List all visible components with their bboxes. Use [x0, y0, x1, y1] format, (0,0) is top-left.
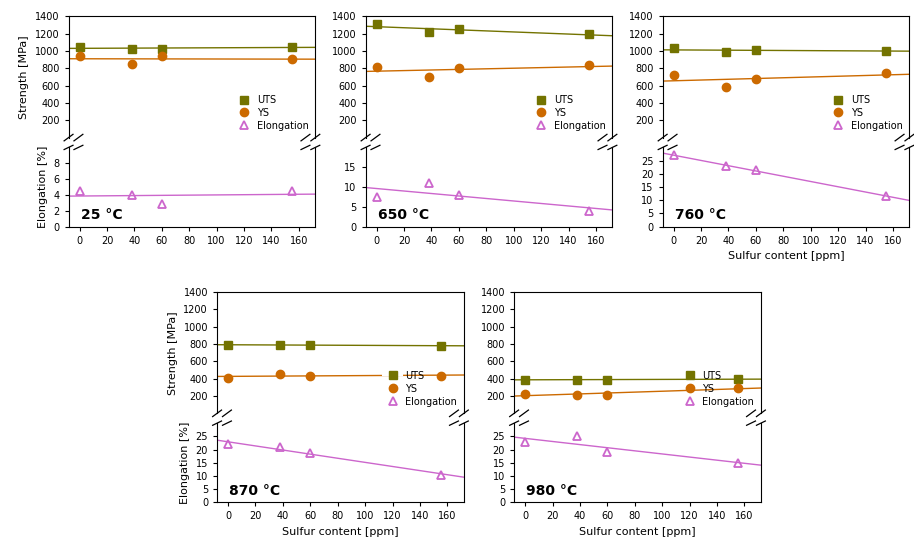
- Y-axis label: Elongation [%]: Elongation [%]: [37, 146, 48, 228]
- X-axis label: Sulfur content [ppm]: Sulfur content [ppm]: [579, 527, 696, 537]
- X-axis label: Sulfur content [ppm]: Sulfur content [ppm]: [728, 251, 845, 261]
- Y-axis label: Strength [MPa]: Strength [MPa]: [19, 35, 29, 119]
- Text: 870 °C: 870 °C: [229, 484, 281, 497]
- Text: 25 °C: 25 °C: [80, 208, 122, 222]
- Legend: UTS, YS, Elongation: UTS, YS, Elongation: [529, 93, 608, 133]
- Text: 980 °C: 980 °C: [526, 484, 578, 497]
- Y-axis label: Elongation [%]: Elongation [%]: [180, 422, 190, 504]
- Legend: UTS, YS, Elongation: UTS, YS, Elongation: [381, 369, 459, 408]
- Text: 760 °C: 760 °C: [675, 208, 726, 222]
- Legend: UTS, YS, Elongation: UTS, YS, Elongation: [826, 93, 905, 133]
- Text: 650 °C: 650 °C: [378, 208, 429, 222]
- Y-axis label: Strength [MPa]: Strength [MPa]: [168, 311, 178, 395]
- X-axis label: Sulfur content [ppm]: Sulfur content [ppm]: [282, 527, 399, 537]
- Legend: UTS, YS, Elongation: UTS, YS, Elongation: [678, 369, 756, 408]
- Legend: UTS, YS, Elongation: UTS, YS, Elongation: [232, 93, 311, 133]
